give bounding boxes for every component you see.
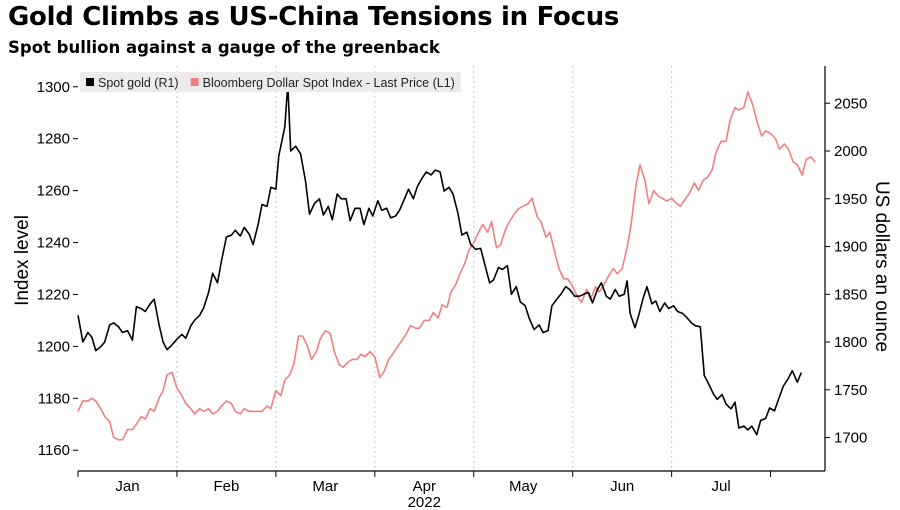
left-tick-label: 1160 bbox=[38, 442, 70, 459]
x-axis-year-label: 2022 bbox=[408, 494, 441, 510]
legend-label-dollar-index: Bloomberg Dollar Spot Index - Last Price… bbox=[203, 76, 455, 90]
left-tick-label: 1300 bbox=[37, 79, 70, 96]
x-tick-label: Mar bbox=[312, 478, 338, 495]
right-tick-label: 1900 bbox=[834, 239, 867, 256]
right-tick-label: 2050 bbox=[834, 95, 867, 112]
axes: Jan Feb Mar Apr May Jun Jul 1160 1180 1200 1220 124… bbox=[37, 66, 867, 495]
right-tick-label: 1750 bbox=[834, 382, 867, 399]
x-tick-label: Jul bbox=[712, 478, 731, 495]
left-axis-title: Index level bbox=[12, 215, 33, 306]
left-tick-label: 1180 bbox=[38, 390, 70, 407]
right-axis-title: US dollars an ounce bbox=[871, 181, 892, 352]
x-tick-label: Feb bbox=[213, 478, 239, 495]
legend-swatch-dollar-index bbox=[190, 78, 199, 86]
legend-swatch-gold bbox=[86, 78, 94, 86]
legend-background bbox=[80, 72, 461, 92]
x-tick-label: May bbox=[509, 478, 538, 495]
left-tick-label: 1260 bbox=[37, 183, 70, 200]
left-tick-label: 1200 bbox=[37, 338, 70, 355]
right-tick-label: 1850 bbox=[834, 286, 867, 303]
series-lines bbox=[77, 83, 816, 441]
series-line-dollar-index bbox=[77, 91, 816, 441]
chart-title: Gold Climbs as US-China Tensions in Focu… bbox=[8, 2, 620, 32]
left-tick-label: 1280 bbox=[37, 131, 70, 148]
x-tick-label: Jan bbox=[115, 478, 139, 495]
legend-label-gold: Spot gold (R1) bbox=[98, 76, 179, 90]
right-tick-label: 2000 bbox=[834, 143, 867, 160]
left-tick-label: 1240 bbox=[37, 235, 70, 252]
gridlines bbox=[176, 66, 673, 471]
right-tick-label: 1700 bbox=[834, 430, 867, 447]
series-line-gold bbox=[77, 83, 803, 436]
x-tick-label: Jun bbox=[610, 478, 634, 495]
right-tick-label: 1950 bbox=[834, 191, 867, 208]
chart-subtitle: Spot bullion against a gauge of the gree… bbox=[8, 38, 440, 57]
left-tick-label: 1220 bbox=[37, 286, 70, 303]
right-tick-label: 1800 bbox=[834, 334, 867, 351]
x-tick-label: Apr bbox=[413, 478, 436, 495]
legend: Spot gold (R1) Bloomberg Dollar Spot Ind… bbox=[80, 72, 461, 92]
